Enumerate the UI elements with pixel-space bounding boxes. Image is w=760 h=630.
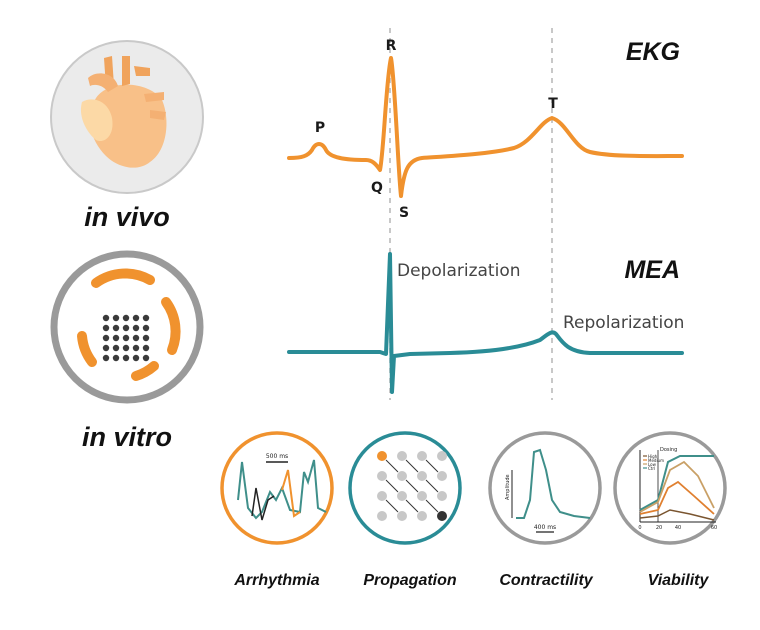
propagation-arrow (405, 479, 419, 493)
propagation-label: Propagation (363, 572, 457, 589)
contractility-ylabel: Amplitude (505, 474, 511, 500)
propagation-node (377, 511, 387, 521)
propagation-node (437, 491, 447, 501)
electrode-dot (102, 344, 110, 352)
propagation-node (437, 471, 447, 481)
arrhythmia-inset: 500 ms (220, 431, 334, 545)
electrode-dot (142, 334, 150, 342)
viability-legend-3: Ctrl (648, 466, 655, 471)
electrode-dot (112, 324, 120, 332)
propagation-node (397, 511, 407, 521)
viability-inset-title: Dosing (660, 447, 677, 453)
electrode-dot (142, 314, 150, 322)
electrode-dot (132, 334, 140, 342)
contractility-scale-label: 400 ms (534, 524, 556, 531)
electrode-dot (122, 344, 130, 352)
repolarization-label: Repolarization (563, 313, 684, 333)
propagation-node (437, 451, 447, 461)
heart-icon (89, 84, 167, 168)
mea-trace (287, 252, 684, 394)
electrode-dot (132, 344, 140, 352)
ekg-trace (287, 56, 684, 198)
in-vivo-label: in vivo (84, 202, 170, 232)
electrode-dot (122, 334, 130, 342)
propagation-arrow (385, 459, 399, 473)
electrode-dot (122, 314, 130, 322)
contractility-label: Contractility (499, 572, 593, 589)
propagation-node (437, 511, 447, 521)
viability-tick-0: 0 (638, 525, 641, 531)
viability-label: Viability (648, 572, 710, 589)
propagation-node (397, 491, 407, 501)
wave-label-r: R (386, 38, 397, 54)
cell-arc-right (161, 297, 181, 355)
arrhythmia-scale-label: 500 ms (266, 453, 288, 460)
cell-arc-top (91, 268, 155, 288)
electrode-dot (102, 334, 110, 342)
propagation-node (417, 511, 427, 521)
viability-inset: Dosing High Medium Low Ctrl 0 20 40 60 (613, 431, 727, 545)
electrode-dot (122, 324, 130, 332)
contractility-inset: Amplitude 400 ms (488, 431, 602, 545)
viability-tick-3: 60 (711, 525, 717, 531)
propagation-arrow (425, 499, 439, 513)
depolarization-label: Depolarization (397, 261, 521, 281)
electrode-grid (102, 314, 150, 362)
viability-legend-1: Medium (648, 458, 664, 463)
propagation-inset (348, 431, 462, 545)
electrode-dot (132, 314, 140, 322)
ekg-label: EKG (626, 38, 680, 66)
wave-label-s: S (399, 205, 409, 221)
arrhythmia-label: Arrhythmia (233, 572, 319, 589)
electrode-dot (142, 354, 150, 362)
propagation-node (417, 451, 427, 461)
viability-tick-2: 40 (675, 525, 681, 531)
viability-legend-2: Low (648, 462, 657, 467)
propagation-arrow (405, 499, 419, 513)
electrode-dot (112, 354, 120, 362)
propagation-node (397, 451, 407, 461)
viability-legend-0: High (648, 454, 658, 459)
propagation-node (377, 471, 387, 481)
wave-label-q: Q (371, 180, 383, 196)
propagation-node (417, 491, 427, 501)
electrode-dot (122, 354, 130, 362)
electrode-dot (102, 354, 110, 362)
viability-inset-legend: High Medium Low Ctrl (643, 454, 664, 471)
in-vitro-label: in vitro (82, 422, 172, 452)
electrode-dot (102, 324, 110, 332)
electrode-dot (132, 324, 140, 332)
electrode-dot (112, 344, 120, 352)
heart-illustration (50, 40, 204, 194)
mea-label: MEA (624, 256, 680, 284)
propagation-node (377, 451, 387, 461)
propagation-node (397, 471, 407, 481)
electrode-dot (132, 354, 140, 362)
propagation-arrow (425, 479, 439, 493)
electrode-dot (142, 324, 150, 332)
electrode-dot (112, 314, 120, 322)
electrode-dot (142, 344, 150, 352)
propagation-arrow (425, 459, 439, 473)
electrode-dot (112, 334, 120, 342)
wave-label-t: T (548, 96, 558, 112)
propagation-node (417, 471, 427, 481)
propagation-arrow (385, 479, 399, 493)
propagation-node (377, 491, 387, 501)
propagation-arrow (405, 459, 419, 473)
cell-arc-left (77, 331, 97, 367)
mea-well-illustration (50, 250, 204, 404)
electrode-dot (102, 314, 110, 322)
wave-label-p: P (315, 120, 325, 136)
viability-tick-1: 20 (656, 525, 662, 531)
propagation-arrow (385, 499, 399, 513)
